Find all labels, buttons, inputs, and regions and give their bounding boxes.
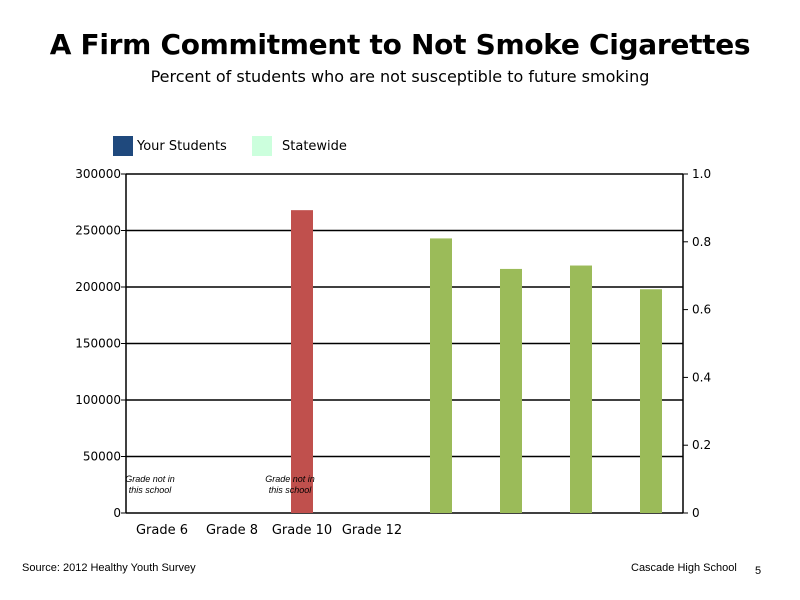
y-left-tick-label: 300000 bbox=[75, 167, 121, 181]
annotation: this school bbox=[269, 485, 313, 495]
chart-subtitle: Percent of students who are not suscepti… bbox=[150, 67, 650, 86]
legend-item-statewide: Statewide bbox=[252, 136, 347, 156]
y-left-tick-label: 50000 bbox=[83, 450, 121, 464]
source-note: Source: 2012 Healthy Youth Survey bbox=[22, 562, 196, 574]
y-right-tick-label: 1.0 bbox=[692, 167, 711, 181]
chart-title: A Firm Commitment to Not Smoke Cigarette… bbox=[49, 28, 751, 61]
y-right-tick-label: 0.6 bbox=[692, 303, 711, 317]
y-right-tick-label: 0 bbox=[692, 506, 700, 520]
legend-label-your-students: Your Students bbox=[137, 138, 227, 154]
y-right-tick-label: 0.2 bbox=[692, 438, 711, 452]
page-number: 5 bbox=[755, 565, 762, 577]
school-name: Cascade High School bbox=[631, 562, 737, 574]
y-left-tick-label: 250000 bbox=[75, 224, 121, 238]
annotation: Grade not in bbox=[265, 474, 315, 484]
bar-series-2 bbox=[640, 289, 662, 513]
legend-label-statewide: Statewide bbox=[282, 138, 347, 154]
bar-series-2 bbox=[570, 265, 592, 513]
y-left-tick-label: 150000 bbox=[75, 337, 121, 351]
legend-item-your-students: Your Students bbox=[113, 136, 227, 156]
y-right-tick-label: 0.4 bbox=[692, 370, 711, 384]
bar-series-2 bbox=[430, 238, 452, 513]
x-tick-label: Grade 8 bbox=[206, 523, 258, 538]
x-tick-label: Grade 12 bbox=[342, 523, 402, 538]
y-left-tick-label: 200000 bbox=[75, 280, 121, 294]
y-left-tick-label: 0 bbox=[113, 506, 121, 520]
legend-swatch-your-students bbox=[113, 136, 133, 156]
bar-series-2 bbox=[500, 268, 522, 513]
x-tick-label: Grade 6 bbox=[136, 523, 188, 538]
bar-series-1 bbox=[291, 210, 313, 513]
annotation: Grade not in bbox=[125, 474, 175, 484]
y-left-tick-label: 100000 bbox=[75, 393, 121, 407]
annotation: this school bbox=[129, 485, 173, 495]
y-right-tick-label: 0.8 bbox=[692, 235, 711, 249]
x-tick-label: Grade 10 bbox=[272, 523, 332, 538]
legend-swatch-statewide bbox=[252, 136, 272, 156]
